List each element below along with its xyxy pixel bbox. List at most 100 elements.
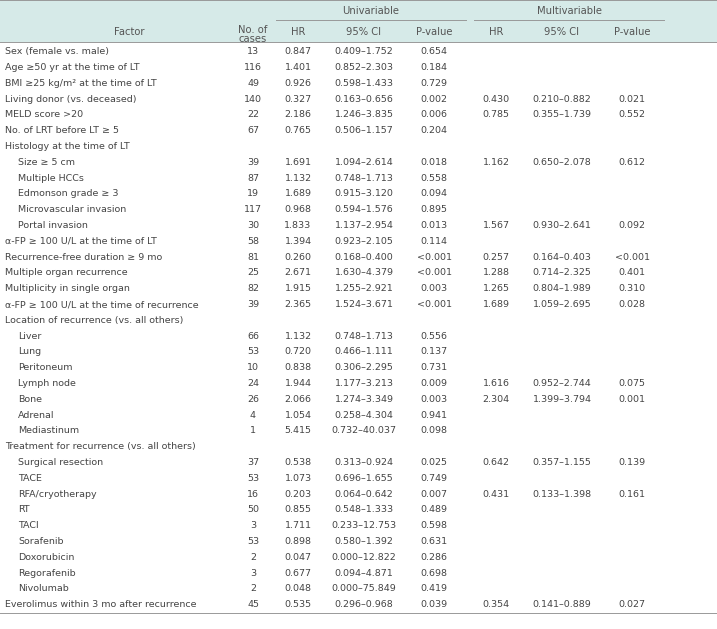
Text: α-FP ≥ 100 U/L at the time of recurrence: α-FP ≥ 100 U/L at the time of recurrence — [5, 300, 199, 309]
Text: 0.137: 0.137 — [420, 347, 447, 357]
Text: 0.598: 0.598 — [420, 521, 447, 530]
Text: 1.401: 1.401 — [285, 63, 311, 72]
Text: 1.630–4.379: 1.630–4.379 — [335, 269, 394, 277]
Text: 0.139: 0.139 — [619, 458, 645, 467]
Text: 0.895: 0.895 — [420, 205, 447, 214]
Text: 45: 45 — [247, 600, 259, 610]
Text: RT: RT — [18, 506, 29, 515]
Text: 0.765: 0.765 — [285, 126, 311, 135]
Text: Doxorubicin: Doxorubicin — [18, 553, 75, 562]
Text: 0.419: 0.419 — [420, 584, 447, 594]
Text: 0.141–0.889: 0.141–0.889 — [533, 600, 592, 610]
Text: <0.001: <0.001 — [417, 253, 452, 262]
Text: 0.098: 0.098 — [420, 426, 447, 435]
Text: 0.926: 0.926 — [285, 79, 311, 88]
Text: 0.552: 0.552 — [619, 111, 645, 120]
Text: Liver: Liver — [18, 331, 42, 341]
Text: 0.548–1.333: 0.548–1.333 — [334, 506, 394, 515]
Text: TACE: TACE — [18, 474, 42, 483]
Text: P-value: P-value — [614, 27, 650, 37]
Text: 95% CI: 95% CI — [346, 27, 381, 37]
Text: 0.952–2.744: 0.952–2.744 — [533, 379, 592, 388]
Text: 1.132: 1.132 — [285, 174, 312, 182]
Text: 0.133–1.398: 0.133–1.398 — [533, 490, 592, 499]
Text: 13: 13 — [247, 47, 259, 57]
Text: Peritoneum: Peritoneum — [18, 364, 72, 372]
Text: Lymph node: Lymph node — [18, 379, 76, 388]
Text: No. of LRT before LT ≥ 5: No. of LRT before LT ≥ 5 — [5, 126, 119, 135]
Text: 0.650–2.078: 0.650–2.078 — [533, 158, 592, 167]
Text: 2.066: 2.066 — [285, 395, 311, 404]
Text: 0.233–12.753: 0.233–12.753 — [331, 521, 397, 530]
Text: 1.915: 1.915 — [285, 284, 311, 293]
Text: 0.013: 0.013 — [420, 221, 447, 230]
Text: 0.357–1.155: 0.357–1.155 — [533, 458, 592, 467]
Text: 0.021: 0.021 — [619, 95, 645, 104]
Text: 1.073: 1.073 — [285, 474, 312, 483]
Text: 0.941: 0.941 — [420, 411, 447, 420]
Text: 0.729: 0.729 — [420, 79, 447, 88]
Text: 0.654: 0.654 — [420, 47, 447, 57]
Text: 22: 22 — [247, 111, 259, 120]
Text: 3: 3 — [250, 569, 256, 577]
Text: Size ≥ 5 cm: Size ≥ 5 cm — [18, 158, 75, 167]
Text: 0.163–0.656: 0.163–0.656 — [335, 95, 394, 104]
Text: Treatment for recurrence (vs. all others): Treatment for recurrence (vs. all others… — [5, 442, 196, 451]
Text: MELD score >20: MELD score >20 — [5, 111, 83, 120]
Text: 1.246–3.835: 1.246–3.835 — [335, 111, 394, 120]
Text: 50: 50 — [247, 506, 259, 515]
Text: 0.612: 0.612 — [619, 158, 645, 167]
Text: Age ≥50 yr at the time of LT: Age ≥50 yr at the time of LT — [5, 63, 140, 72]
Text: 37: 37 — [247, 458, 259, 467]
Text: α-FP ≥ 100 U/L at the time of LT: α-FP ≥ 100 U/L at the time of LT — [5, 237, 157, 246]
Text: 1.399–3.794: 1.399–3.794 — [533, 395, 592, 404]
Text: 0.923–2.105: 0.923–2.105 — [335, 237, 394, 246]
Text: Recurrence-free duration ≥ 9 mo: Recurrence-free duration ≥ 9 mo — [5, 253, 162, 262]
Text: 140: 140 — [244, 95, 262, 104]
Text: Regorafenib: Regorafenib — [18, 569, 75, 577]
Text: 0.431: 0.431 — [483, 490, 510, 499]
Text: 0.296–0.968: 0.296–0.968 — [335, 600, 394, 610]
Text: TACI: TACI — [18, 521, 39, 530]
Text: 116: 116 — [244, 63, 262, 72]
Text: 0.002: 0.002 — [420, 95, 447, 104]
Text: Multivariable: Multivariable — [536, 6, 602, 16]
Text: 0.203: 0.203 — [285, 490, 312, 499]
Text: 0.631: 0.631 — [420, 537, 447, 546]
Text: RFA/cryotherapy: RFA/cryotherapy — [18, 490, 97, 499]
Text: cases: cases — [239, 34, 267, 44]
Text: 53: 53 — [247, 474, 259, 483]
Text: Adrenal: Adrenal — [18, 411, 54, 420]
Text: Factor: Factor — [114, 27, 144, 37]
Text: 0.007: 0.007 — [420, 490, 447, 499]
Text: 0.009: 0.009 — [420, 379, 447, 388]
Text: 0.018: 0.018 — [420, 158, 447, 167]
Text: 0.594–1.576: 0.594–1.576 — [335, 205, 394, 214]
Text: 0.430: 0.430 — [483, 95, 510, 104]
Text: 0.064–0.642: 0.064–0.642 — [335, 490, 394, 499]
Text: 0.313–0.924: 0.313–0.924 — [335, 458, 394, 467]
Text: Surgical resection: Surgical resection — [18, 458, 103, 467]
Text: 1.944: 1.944 — [285, 379, 311, 388]
Text: 0.355–1.739: 0.355–1.739 — [533, 111, 592, 120]
Text: 5.415: 5.415 — [285, 426, 311, 435]
Text: 2: 2 — [250, 553, 256, 562]
Text: Nivolumab: Nivolumab — [18, 584, 69, 594]
Text: 1.054: 1.054 — [285, 411, 311, 420]
Text: 0.000–75.849: 0.000–75.849 — [332, 584, 397, 594]
Text: 25: 25 — [247, 269, 259, 277]
Text: 1.689: 1.689 — [285, 189, 311, 199]
Text: 0.838: 0.838 — [285, 364, 312, 372]
Text: P-value: P-value — [416, 27, 452, 37]
Text: 1.691: 1.691 — [285, 158, 311, 167]
Text: 0.915–3.120: 0.915–3.120 — [335, 189, 394, 199]
Text: 0.006: 0.006 — [420, 111, 447, 120]
Text: BMI ≥25 kg/m² at the time of LT: BMI ≥25 kg/m² at the time of LT — [5, 79, 157, 88]
Text: 0.714–2.325: 0.714–2.325 — [533, 269, 592, 277]
Text: 0.003: 0.003 — [420, 395, 447, 404]
Text: 0.027: 0.027 — [619, 600, 645, 610]
Text: 95% CI: 95% CI — [544, 27, 579, 37]
Text: 66: 66 — [247, 331, 259, 341]
Text: Multiple HCCs: Multiple HCCs — [18, 174, 84, 182]
Text: <0.001: <0.001 — [614, 253, 650, 262]
